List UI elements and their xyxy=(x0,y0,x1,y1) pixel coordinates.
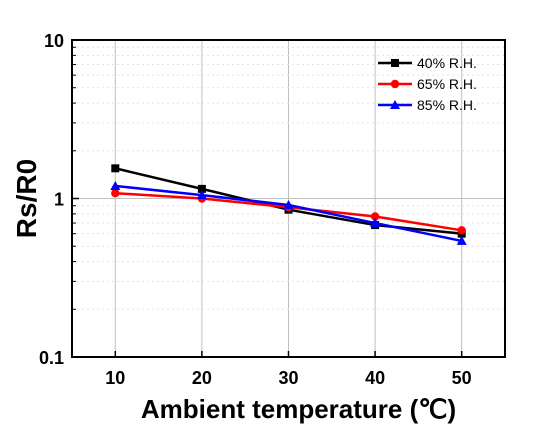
legend-item: 85% R.H. xyxy=(378,97,477,113)
legend-label: 65% R.H. xyxy=(417,76,477,92)
ticks: 10 20 30 40 50 0.1 1 10 xyxy=(39,31,472,388)
legend-marker xyxy=(390,79,400,89)
y-tick-label: 0.1 xyxy=(39,348,64,368)
x-tick-label: 40 xyxy=(365,368,385,388)
series-layer xyxy=(110,164,467,245)
data-point xyxy=(110,180,121,190)
data-point xyxy=(457,226,466,235)
legend-item: 65% R.H. xyxy=(378,76,477,92)
legend-item: 40% R.H. xyxy=(378,55,477,71)
data-point xyxy=(283,199,294,209)
x-tick-label: 10 xyxy=(105,368,125,388)
data-point xyxy=(111,189,120,198)
x-tick-label: 20 xyxy=(192,368,212,388)
data-point xyxy=(370,218,381,228)
legend-marker xyxy=(390,100,400,109)
y-tick-label: 1 xyxy=(54,190,64,210)
data-point xyxy=(111,164,120,173)
y-tick-label: 10 xyxy=(44,31,64,51)
data-point xyxy=(370,212,380,221)
data-point xyxy=(197,184,206,193)
y-axis-title: Rs/R0 xyxy=(11,159,42,238)
data-point xyxy=(196,190,207,200)
data-point xyxy=(456,235,467,245)
x-tick-label: 30 xyxy=(278,368,298,388)
x-axis-title: Ambient temperature (℃) xyxy=(141,394,456,424)
legend-marker xyxy=(391,59,399,67)
series-3 xyxy=(110,180,467,245)
x-tick-label: 50 xyxy=(452,368,472,388)
legend: 40% R.H. 65% R.H. 85% R.H. xyxy=(378,55,477,113)
legend-label: 85% R.H. xyxy=(417,97,477,113)
legend-label: 40% R.H. xyxy=(417,55,477,71)
